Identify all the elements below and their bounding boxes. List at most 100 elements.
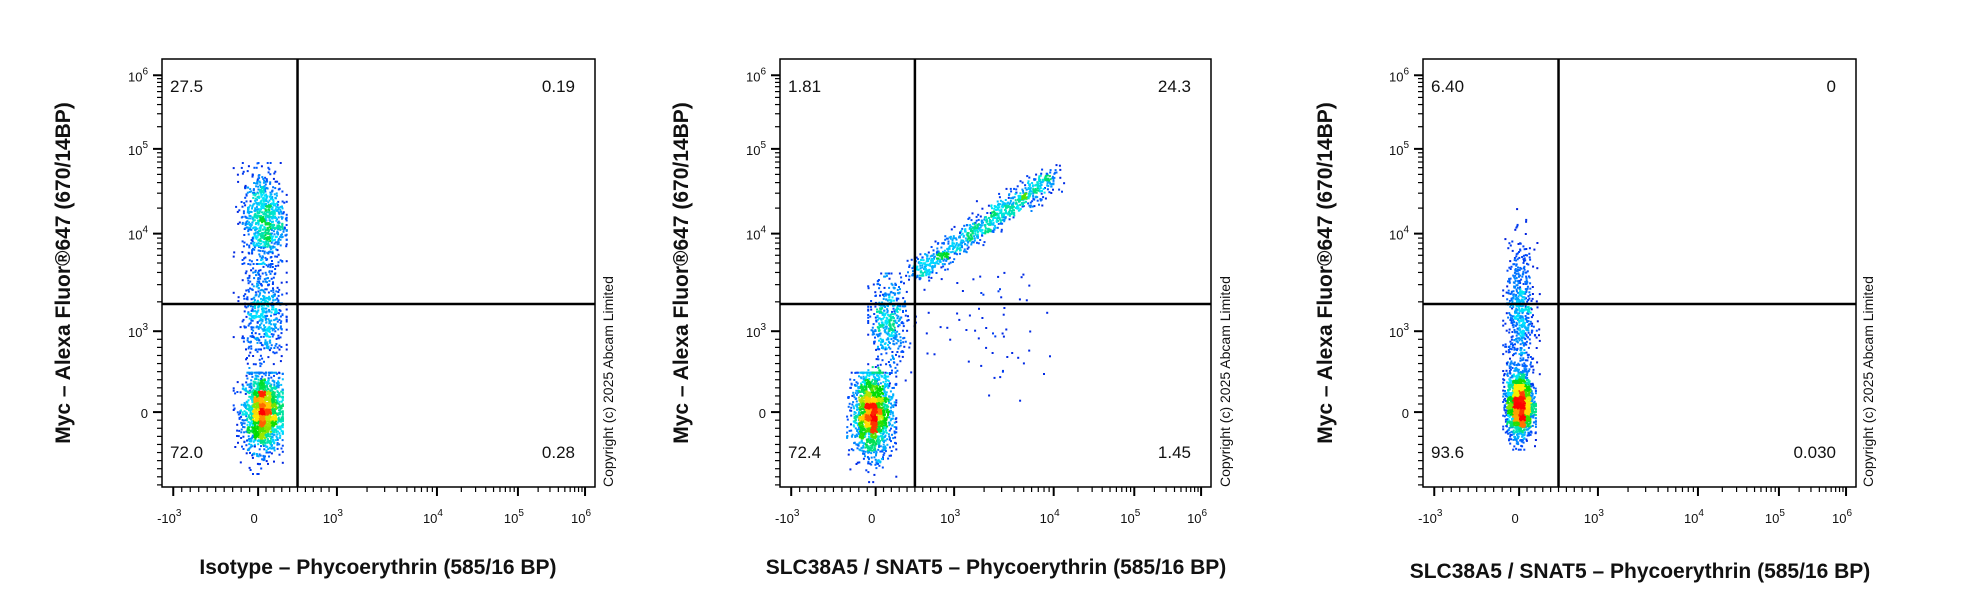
event-dot — [890, 454, 892, 457]
event-dot — [264, 231, 267, 233]
event-dot — [264, 237, 267, 240]
event-dot — [272, 204, 275, 207]
quadrant-lower-right: 0.28 — [542, 443, 575, 462]
event-dot — [862, 446, 865, 449]
event-dot — [892, 406, 895, 408]
event-dot — [850, 382, 853, 385]
event-dot — [875, 440, 878, 443]
event-dot — [275, 435, 278, 438]
event-dot — [876, 402, 878, 405]
event-dot — [852, 424, 855, 427]
event-dot — [254, 193, 257, 196]
event-dot — [262, 197, 265, 200]
event-dot — [264, 301, 267, 304]
event-dot — [889, 291, 892, 294]
event-dot — [265, 178, 268, 181]
event-dot — [257, 242, 260, 245]
event-dot — [866, 456, 869, 458]
event-dot — [879, 401, 882, 404]
y-tick-label: 0 — [141, 406, 148, 421]
event-dot — [232, 409, 235, 411]
event-dot — [859, 430, 861, 433]
event-dot — [857, 386, 860, 388]
event-dot — [254, 307, 257, 310]
event-dot — [255, 389, 257, 392]
event-dot — [876, 387, 879, 390]
event-dot — [246, 377, 249, 380]
event-dot — [247, 263, 250, 265]
event-dot — [257, 202, 259, 205]
event-dot — [269, 203, 272, 205]
event-dot — [892, 386, 895, 389]
event-dot — [256, 222, 259, 225]
event-dot — [262, 388, 265, 391]
event-dot — [874, 432, 877, 435]
event-dot — [865, 409, 868, 411]
event-dot — [879, 332, 882, 335]
event-dot — [272, 299, 275, 302]
event-dot — [246, 211, 249, 214]
event-dot — [279, 210, 282, 213]
event-dot — [271, 329, 274, 332]
event-dot — [259, 365, 262, 368]
event-dot — [278, 405, 281, 408]
event-dot — [248, 212, 251, 215]
event-dot — [257, 388, 260, 391]
event-dot — [252, 473, 254, 475]
event-dot — [264, 246, 267, 249]
event-dot — [858, 399, 861, 402]
event-dot — [243, 404, 245, 406]
event-dot — [900, 280, 903, 283]
event-dot — [259, 421, 262, 424]
event-dot — [273, 233, 276, 236]
event-dot — [253, 445, 256, 448]
event-dot — [881, 385, 884, 388]
event-dot — [887, 343, 890, 346]
event-dot — [256, 473, 259, 475]
event-dot — [888, 421, 891, 424]
event-dot — [259, 275, 262, 278]
event-dot — [881, 324, 884, 326]
event-dot — [893, 404, 896, 407]
event-dot — [249, 383, 251, 386]
event-dot — [258, 326, 261, 329]
event-dot — [888, 299, 891, 301]
event-dot — [256, 336, 259, 339]
event-dot — [892, 286, 895, 289]
event-dot — [261, 314, 263, 317]
event-dot — [888, 319, 891, 322]
event-dot — [267, 345, 270, 348]
event-dot — [278, 427, 281, 430]
event-dot — [867, 381, 870, 384]
event-dot — [232, 389, 235, 392]
event-dot — [864, 435, 867, 438]
event-dot — [869, 393, 872, 396]
event-dot — [873, 425, 876, 428]
event-dot — [261, 203, 263, 206]
event-dot — [274, 310, 277, 313]
event-dot — [249, 421, 251, 424]
event-dot — [250, 309, 253, 312]
event-dot — [855, 416, 858, 419]
event-dot — [251, 316, 254, 319]
event-dot — [264, 223, 267, 226]
event-dot — [894, 338, 897, 340]
event-dot — [266, 383, 269, 385]
event-dot — [867, 333, 870, 336]
event-dot — [270, 221, 273, 223]
event-dot — [272, 410, 275, 413]
event-dot — [888, 315, 891, 318]
event-dot — [860, 394, 862, 397]
event-dot — [257, 280, 260, 283]
event-dot — [858, 419, 861, 422]
event-dot — [872, 392, 875, 395]
event-dot — [862, 414, 865, 417]
event-dot — [247, 448, 250, 451]
event-dot — [270, 347, 273, 350]
event-dot — [254, 310, 257, 313]
event-dot — [881, 301, 884, 304]
event-dot — [281, 411, 284, 414]
event-dot — [250, 438, 253, 441]
event-dot — [871, 460, 874, 463]
event-dot — [266, 423, 269, 426]
